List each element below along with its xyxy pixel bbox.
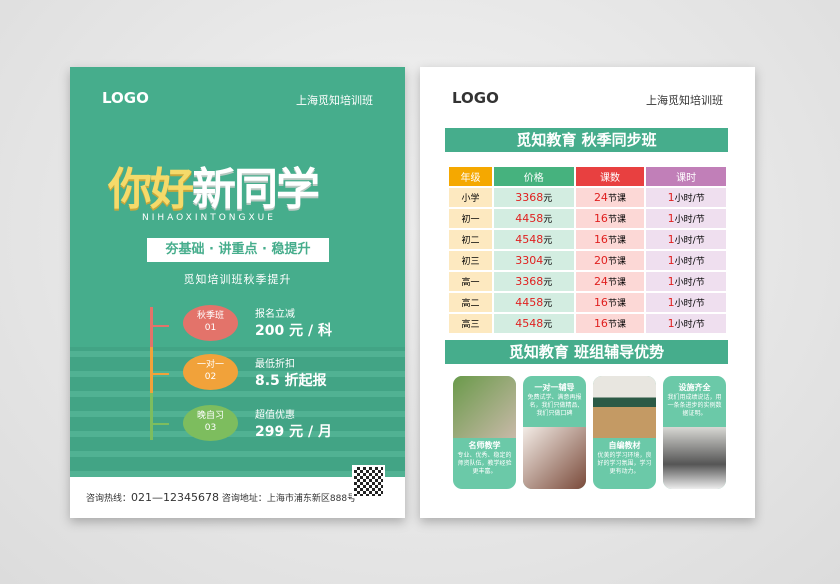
timeline-segment — [150, 393, 153, 440]
feature-card: 设施齐全 我们用成绩说话，用一条条进步的实例数据证明。 — [663, 376, 726, 489]
header-lessons: 课数 — [575, 167, 645, 186]
table-cell: 1小时/节 — [646, 314, 726, 333]
timeline-segment — [150, 347, 153, 393]
table-cell: 16节课 — [575, 314, 645, 333]
table-cell: 16节课 — [575, 230, 645, 249]
table-row: 高三 4548元 16节课 1小时/节 — [449, 314, 726, 333]
feature-card: 自编教材 优美的学习环境，良好的学习氛围，学习更有动力。 — [593, 376, 656, 489]
offer-badge: 晚自习 03 — [183, 405, 238, 441]
students-photo — [523, 427, 586, 489]
contact-footer: 咨询热线：021—12345678 咨询地址：上海市浦东新区888号 — [70, 465, 405, 518]
logo: LOGO — [452, 89, 499, 107]
headline: 你好新同学 — [108, 153, 320, 217]
table-cell: 高二 — [449, 293, 492, 312]
table-row: 高二 4458元 16节课 1小时/节 — [449, 293, 726, 312]
hotline: 021—12345678 — [131, 491, 219, 504]
table-cell: 1小时/节 — [646, 293, 726, 312]
school-name: 上海觅知培训班 — [646, 94, 723, 107]
header-grade: 年级 — [449, 167, 492, 186]
table-cell: 小学 — [449, 188, 492, 207]
table-cell: 4458元 — [493, 209, 574, 228]
left-flyer: LOGO 上海觅知培训班 你好新同学 NIHAOXINTONGXUE 夯基础 ·… — [70, 67, 405, 518]
table-cell: 3304元 — [493, 251, 574, 270]
feature-card: 名师教学 专业、优秀、稳定的师资队伍，教学经验更丰富。 — [453, 376, 516, 489]
right-flyer: LOGO 上海觅知培训班 觅知教育 秋季同步班 年级 价格 课数 课时 小学 33… — [420, 67, 755, 518]
offer-text: 超值优惠 299 元 / 月 — [255, 410, 332, 440]
timeline-tick — [150, 373, 169, 375]
table-cell: 3368元 — [493, 188, 574, 207]
offer-badge: 秋季班 01 — [183, 305, 238, 341]
table-cell: 初二 — [449, 230, 492, 249]
table-cell: 1小时/节 — [646, 209, 726, 228]
table-cell: 初一 — [449, 209, 492, 228]
timeline-tick — [150, 423, 169, 425]
address: 上海市浦东新区888号 — [266, 494, 357, 504]
feature-card: 一对一辅导 免费试学、满意再报名，我们只做精品,我们只做口碑 — [523, 376, 586, 489]
timeline-tick — [150, 325, 169, 327]
table-row: 初二 4548元 16节课 1小时/节 — [449, 230, 726, 249]
table-cell: 16节课 — [575, 293, 645, 312]
subtitle: 觅知培训班秋季提升 — [183, 273, 292, 286]
headline-yellow: 你好 — [108, 164, 194, 215]
offer-text: 报名立减 200 元 / 科 — [255, 309, 332, 339]
pinyin: NIHAOXINTONGXUE — [142, 213, 276, 223]
school-name: 上海觅知培训班 — [296, 94, 373, 107]
offer-text: 最低折扣 8.5 折起报 — [255, 359, 327, 389]
table-cell: 4548元 — [493, 314, 574, 333]
table-row: 小学 3368元 24节课 1小时/节 — [449, 188, 726, 207]
table-cell: 20节课 — [575, 251, 645, 270]
table-cell: 1小时/节 — [646, 251, 726, 270]
table-cell: 24节课 — [575, 272, 645, 291]
offer-badge: 一对一 02 — [183, 354, 238, 390]
header-price: 价格 — [493, 167, 574, 186]
header-hours: 课时 — [646, 167, 726, 186]
table-cell: 初三 — [449, 251, 492, 270]
table-cell: 1小时/节 — [646, 188, 726, 207]
table-cell: 1小时/节 — [646, 230, 726, 249]
table-cell: 4548元 — [493, 230, 574, 249]
classroom-photo — [593, 376, 656, 438]
table-cell: 24节课 — [575, 188, 645, 207]
qr-code[interactable] — [352, 465, 385, 498]
table-cell: 16节课 — [575, 209, 645, 228]
table-cell: 高三 — [449, 314, 492, 333]
students-photo — [453, 376, 516, 438]
table-cell: 3368元 — [493, 272, 574, 291]
table-row: 高一 3368元 24节课 1小时/节 — [449, 272, 726, 291]
table-cell: 高一 — [449, 272, 492, 291]
classroom-photo — [663, 427, 726, 489]
table-row: 初一 4458元 16节课 1小时/节 — [449, 209, 726, 228]
table-cell: 1小时/节 — [646, 272, 726, 291]
table-row: 初三 3304元 20节课 1小时/节 — [449, 251, 726, 270]
slogan-ribbon: 夯基础 · 讲重点 · 稳提升 — [147, 238, 329, 262]
table-title: 觅知教育 秋季同步班 — [445, 128, 728, 152]
headline-white: 新同学 — [192, 164, 320, 215]
timeline-segment — [150, 307, 153, 347]
logo: LOGO — [102, 89, 149, 107]
advantage-title: 觅知教育 班组辅导优势 — [445, 340, 728, 364]
price-table: 年级 价格 课数 课时 小学 3368元 24节课 1小时/节 初一 4458元 16节课 1… — [447, 165, 728, 335]
table-cell: 4458元 — [493, 293, 574, 312]
